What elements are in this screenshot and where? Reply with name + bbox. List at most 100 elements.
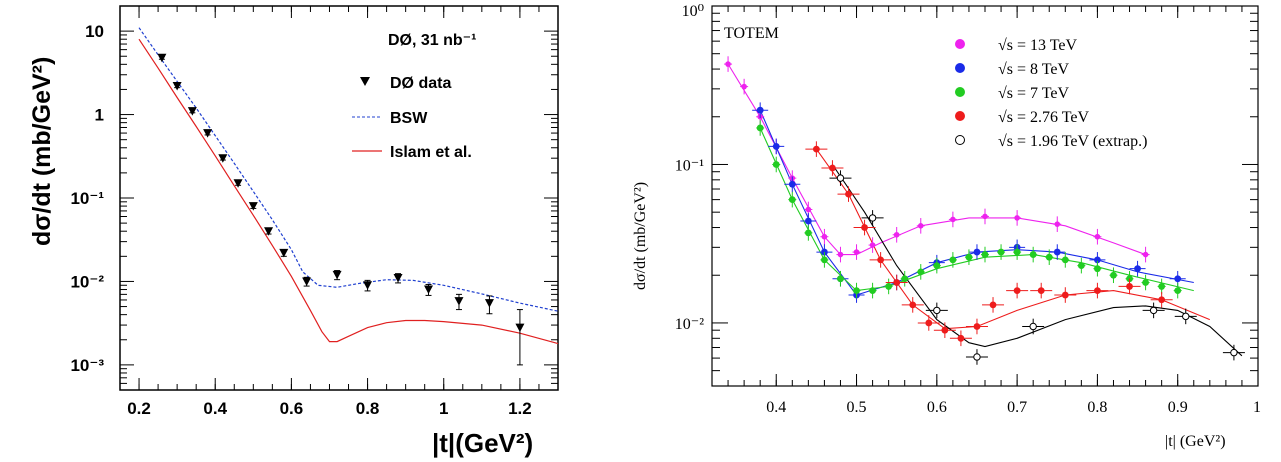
- left-x-tick-label: 1: [439, 399, 448, 418]
- right-x-tick-label: 0.7: [1007, 399, 1027, 416]
- right-x-tick-label: 0.8: [1087, 399, 1107, 416]
- d0-data-point: [187, 107, 197, 116]
- fit-curve-8-tev: [759, 109, 1194, 296]
- point-2p76-tev: [877, 256, 885, 264]
- point-7-tev: [901, 275, 909, 283]
- legend-marker-2p76-tev: [955, 111, 965, 121]
- point-13-tev: [893, 231, 900, 238]
- left-y-axis-label: dσ/dt (mb/GeV²): [28, 57, 56, 246]
- legend-label-d0-data: DØ data: [390, 75, 451, 92]
- point-13-tev: [982, 213, 988, 220]
- point-7-tev: [837, 275, 844, 283]
- point-13-tev: [869, 242, 876, 248]
- fit-curve-1p96-tev: [831, 164, 1243, 357]
- point-7-tev: [1061, 256, 1069, 264]
- point-13-tev: [1014, 215, 1020, 221]
- point-2p76-tev: [957, 334, 965, 342]
- legend-label-13-tev: √s = 13 TeV: [998, 37, 1078, 54]
- point-2p76-tev: [829, 164, 836, 172]
- right-y-axis-label: dσ/dt (mb/GeV²): [632, 182, 649, 290]
- point-7-tev: [788, 196, 796, 204]
- d0-data-point: [454, 297, 464, 306]
- d0-data-point: [218, 154, 228, 163]
- d0-data-point: [424, 285, 434, 295]
- point-13-tev: [950, 216, 956, 223]
- legend-label-1p96-tev: √s = 1.96 TeV (extrap.): [998, 133, 1147, 150]
- point-13-tev: [1142, 251, 1149, 258]
- point-2p76-tev: [1037, 287, 1045, 294]
- legend-marker-7-tev: [955, 87, 965, 97]
- point-2p76-tev: [893, 279, 901, 286]
- point-13-tev: [805, 206, 812, 213]
- point-7-tev: [1094, 265, 1101, 273]
- d0-data-point: [393, 273, 403, 283]
- right-x-tick-label: 0.9: [1168, 399, 1188, 416]
- point-2p76-tev: [1158, 296, 1166, 304]
- point-13-tev: [725, 61, 731, 67]
- d0-data-point: [203, 129, 213, 138]
- left-y-tick-label: 1: [95, 106, 104, 125]
- point-2p76-tev: [989, 301, 997, 309]
- point-13-tev: [821, 233, 828, 240]
- point-7-tev: [965, 253, 973, 261]
- right-y-tick-label: 10⁰: [682, 3, 704, 20]
- point-1p96-tev: [1029, 322, 1037, 331]
- point-2p76-tev: [909, 301, 917, 309]
- d0-data-point: [172, 81, 182, 91]
- left-y-tick-label: 10⁻³: [70, 356, 104, 375]
- point-7-tev: [933, 262, 941, 270]
- point-2p76-tev: [925, 319, 933, 327]
- point-2p76-tev: [1013, 287, 1021, 294]
- point-1p96-tev: [1182, 312, 1190, 321]
- right-x-tick-label: 1: [1253, 399, 1261, 416]
- point-8-tev: [756, 106, 764, 114]
- d0-data-point: [248, 202, 258, 211]
- point-7-tev: [1174, 287, 1182, 294]
- point-7-tev: [885, 283, 893, 290]
- point-7-tev: [949, 256, 957, 264]
- point-8-tev: [1174, 275, 1182, 283]
- d0-data-point: [233, 179, 243, 188]
- left-y-tick-label: 10: [85, 22, 104, 41]
- left-x-tick-label: 0.8: [356, 399, 380, 418]
- point-2p76-tev: [941, 326, 949, 334]
- point-13-tev: [853, 249, 860, 255]
- point-2p76-tev: [1061, 291, 1069, 299]
- right-plot-frame: [711, 5, 1259, 387]
- point-8-tev: [1053, 248, 1061, 256]
- d0-data-point: [363, 281, 373, 290]
- right-y-tick-label: 10⁻¹: [675, 157, 704, 174]
- point-7-tev: [1013, 248, 1021, 256]
- point-13-tev: [741, 83, 747, 90]
- point-7-tev: [1158, 283, 1166, 290]
- legend-label-islam: Islam et al.: [390, 144, 472, 161]
- left-x-tick-label: 0.2: [127, 399, 151, 418]
- fit-curve-7-tev: [759, 127, 1194, 292]
- point-8-tev: [973, 248, 981, 256]
- point-7-tev: [772, 161, 780, 168]
- legend-marker-1p96-tev: [955, 135, 965, 145]
- left-x-axis-label: |t|(GeV²): [432, 428, 533, 458]
- point-2p76-tev: [1094, 287, 1101, 294]
- point-8-tev: [788, 180, 796, 188]
- right-title: TOTEM: [724, 25, 779, 42]
- point-13-tev: [917, 223, 924, 229]
- point-7-tev: [756, 124, 764, 132]
- left-title: DØ, 31 nb⁻¹: [388, 32, 476, 49]
- left-legend: DØ data BSW Islam et al.: [352, 75, 472, 161]
- d0-data-point: [484, 299, 494, 308]
- left-plot-frame: [119, 5, 559, 391]
- left-y-tick-label: 10⁻¹: [70, 189, 104, 208]
- point-7-tev: [804, 229, 812, 237]
- point-8-tev: [1094, 256, 1101, 264]
- point-2p76-tev: [861, 224, 868, 231]
- right-x-axis-label: |t| (GeV²): [1165, 433, 1226, 450]
- point-13-tev: [1054, 221, 1061, 227]
- d0-data-point: [264, 227, 274, 236]
- bsw-curve: [138, 27, 559, 312]
- left-x-tick-label: 0.6: [280, 399, 304, 418]
- point-7-tev: [853, 287, 860, 294]
- point-7-tev: [997, 248, 1005, 256]
- left-x-tick-label: 0.4: [203, 399, 227, 418]
